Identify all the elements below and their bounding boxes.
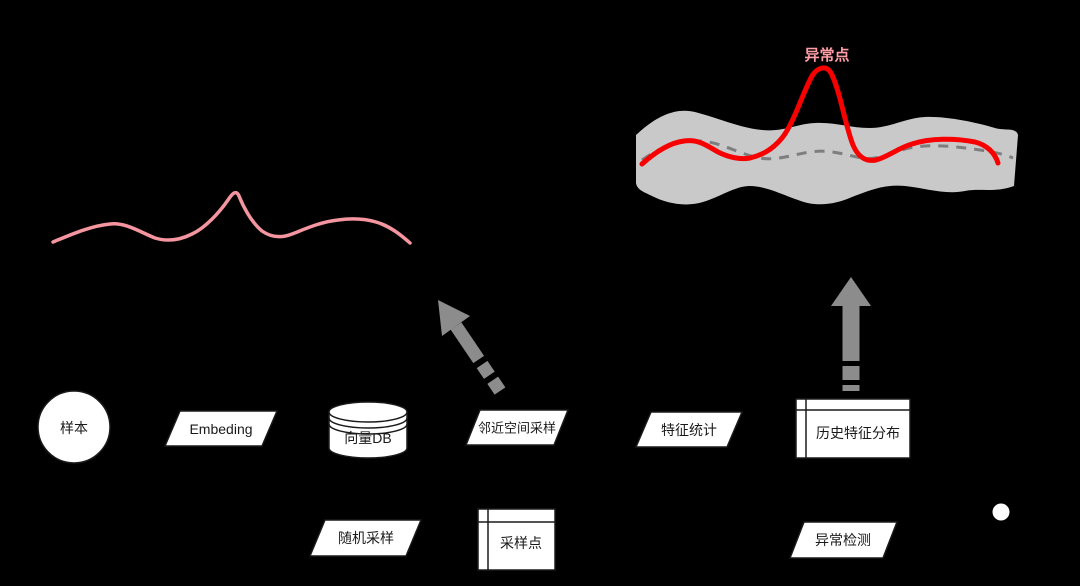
- history-distribution-shape: [795, 398, 911, 459]
- node-feature-stats: 特征统计: [634, 411, 744, 448]
- feature-stats-label: 特征统计: [661, 422, 717, 438]
- node-vector-db: 向量DB: [328, 401, 408, 459]
- sample-points-label: 采样点: [500, 535, 542, 551]
- pink-distribution-curve: [51, 190, 412, 245]
- arrow-to-band-chart: [831, 277, 871, 391]
- vector-db-cylinder-body: [328, 401, 408, 459]
- history-distribution-label: 历史特征分布: [816, 425, 900, 441]
- embedding-shape: [163, 410, 279, 447]
- sample-circle-shape: [37, 390, 111, 464]
- node-sample: 样本: [37, 390, 111, 464]
- neighbor-sampling-shape: [464, 409, 570, 446]
- sample-points-shape: [477, 508, 556, 571]
- node-sample-points: 采样点: [477, 508, 556, 571]
- history-band-chart: 异常点: [636, 46, 1018, 205]
- random-sampling-shape: [308, 519, 423, 557]
- anomaly-point-label: 异常点: [804, 46, 849, 64]
- node-neighbor-sampling: 邻近空间采样: [464, 409, 570, 446]
- embedding-label: Embeding: [189, 421, 252, 437]
- band-mean-dashed-line: [641, 139, 1014, 162]
- band-area: [636, 110, 1018, 205]
- sample-label: 样本: [60, 420, 88, 436]
- feature-stats-shape: [634, 411, 744, 448]
- arrow-to-band-chart-head: [831, 277, 871, 306]
- arrow-to-left-sketch-shaft: [450, 322, 506, 395]
- node-random-sampling: 随机采样: [308, 519, 423, 557]
- node-history-distribution: 历史特征分布: [795, 398, 911, 459]
- random-sampling-label: 随机采样: [338, 530, 394, 546]
- arrow-to-left-sketch-head: [438, 300, 470, 336]
- vector-db-label: 向量DB: [344, 430, 391, 446]
- arrow-to-left-sketch: [438, 300, 506, 395]
- vector-db-cylinder-rim-3: [328, 423, 408, 435]
- node-embedding: Embeding: [163, 410, 279, 447]
- vector-db-cylinder-rim-1: [328, 411, 408, 423]
- anomaly-curve: [639, 65, 1001, 167]
- sketch-distribution-left: [51, 190, 412, 245]
- flow-end-dot: [992, 503, 1010, 521]
- vector-db-cylinder-rim-2: [328, 417, 408, 429]
- neighbor-sampling-label: 邻近空间采样: [478, 421, 556, 436]
- anomaly-detection-shape: [788, 521, 899, 559]
- anomaly-detection-label: 异常检测: [815, 532, 871, 548]
- node-anomaly-detection: 异常检测: [788, 521, 899, 559]
